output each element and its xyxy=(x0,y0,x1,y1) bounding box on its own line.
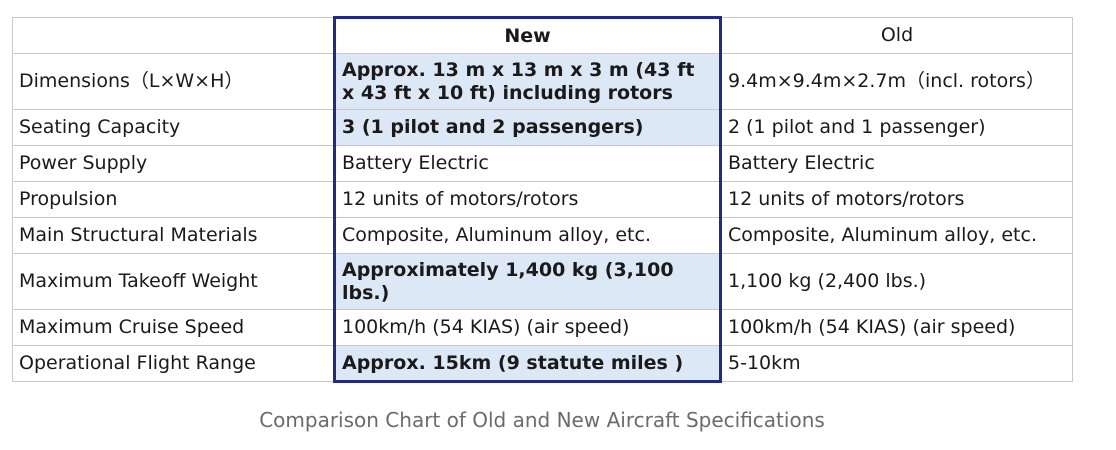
table-row: Dimensions（L×W×H） Approx. 13 m x 13 m x … xyxy=(12,53,1073,110)
table-row: Propulsion 12 units of motors/rotors 12 … xyxy=(12,181,1073,218)
row-old-value: 9.4m×9.4m×2.7m（incl. rotors） xyxy=(720,53,1073,110)
spec-comparison-table: New Old Dimensions（L×W×H） Approx. 13 m x… xyxy=(12,16,1073,383)
row-old-value: Battery Electric xyxy=(720,145,1073,182)
row-new-value: Approx. 15km (9 statute miles ) xyxy=(333,345,722,383)
row-new-value: Approx. 13 m x 13 m x 3 m (43 ft x 43 ft… xyxy=(333,53,722,110)
row-old-value: 2 (1 pilot and 1 passenger) xyxy=(720,109,1073,146)
row-label: Power Supply xyxy=(12,145,335,182)
table-row: Power Supply Battery Electric Battery El… xyxy=(12,145,1073,182)
header-old: Old xyxy=(720,17,1073,54)
row-label: Main Structural Materials xyxy=(12,217,335,254)
row-label: Propulsion xyxy=(12,181,335,218)
row-new-value: 12 units of motors/rotors xyxy=(333,181,722,218)
row-new-value: 100km/h (54 KIAS) (air speed) xyxy=(333,309,722,346)
table-row: Maximum Cruise Speed 100km/h (54 KIAS) (… xyxy=(12,309,1073,346)
row-new-value: 3 (1 pilot and 2 passengers) xyxy=(333,109,722,146)
table-row: Maximum Takeoff Weight Approximately 1,4… xyxy=(12,253,1073,310)
row-old-value: 100km/h (54 KIAS) (air speed) xyxy=(720,309,1073,346)
row-new-value: Approximately 1,400 kg (3,100 lbs.) xyxy=(333,253,722,310)
row-old-value: Composite, Aluminum alloy, etc. xyxy=(720,217,1073,254)
table-row: Operational Flight Range Approx. 15km (9… xyxy=(12,345,1073,383)
table-header-row: New Old xyxy=(12,16,1073,54)
row-new-value: Battery Electric xyxy=(333,145,722,182)
row-new-value: Composite, Aluminum alloy, etc. xyxy=(333,217,722,254)
row-label: Maximum Takeoff Weight xyxy=(12,253,335,310)
row-old-value: 12 units of motors/rotors xyxy=(720,181,1073,218)
row-label: Maximum Cruise Speed xyxy=(12,309,335,346)
row-old-value: 1,100 kg (2,400 lbs.) xyxy=(720,253,1073,310)
row-label: Seating Capacity xyxy=(12,109,335,146)
table-row: Seating Capacity 3 (1 pilot and 2 passen… xyxy=(12,109,1073,146)
row-label: Dimensions（L×W×H） xyxy=(12,53,335,110)
table-row: Main Structural Materials Composite, Alu… xyxy=(12,217,1073,254)
row-old-value: 5-10km xyxy=(720,345,1073,382)
row-label: Operational Flight Range xyxy=(12,345,335,382)
table-caption: Comparison Chart of Old and New Aircraft… xyxy=(259,408,825,432)
header-label xyxy=(12,17,335,54)
header-new: New xyxy=(333,16,722,54)
